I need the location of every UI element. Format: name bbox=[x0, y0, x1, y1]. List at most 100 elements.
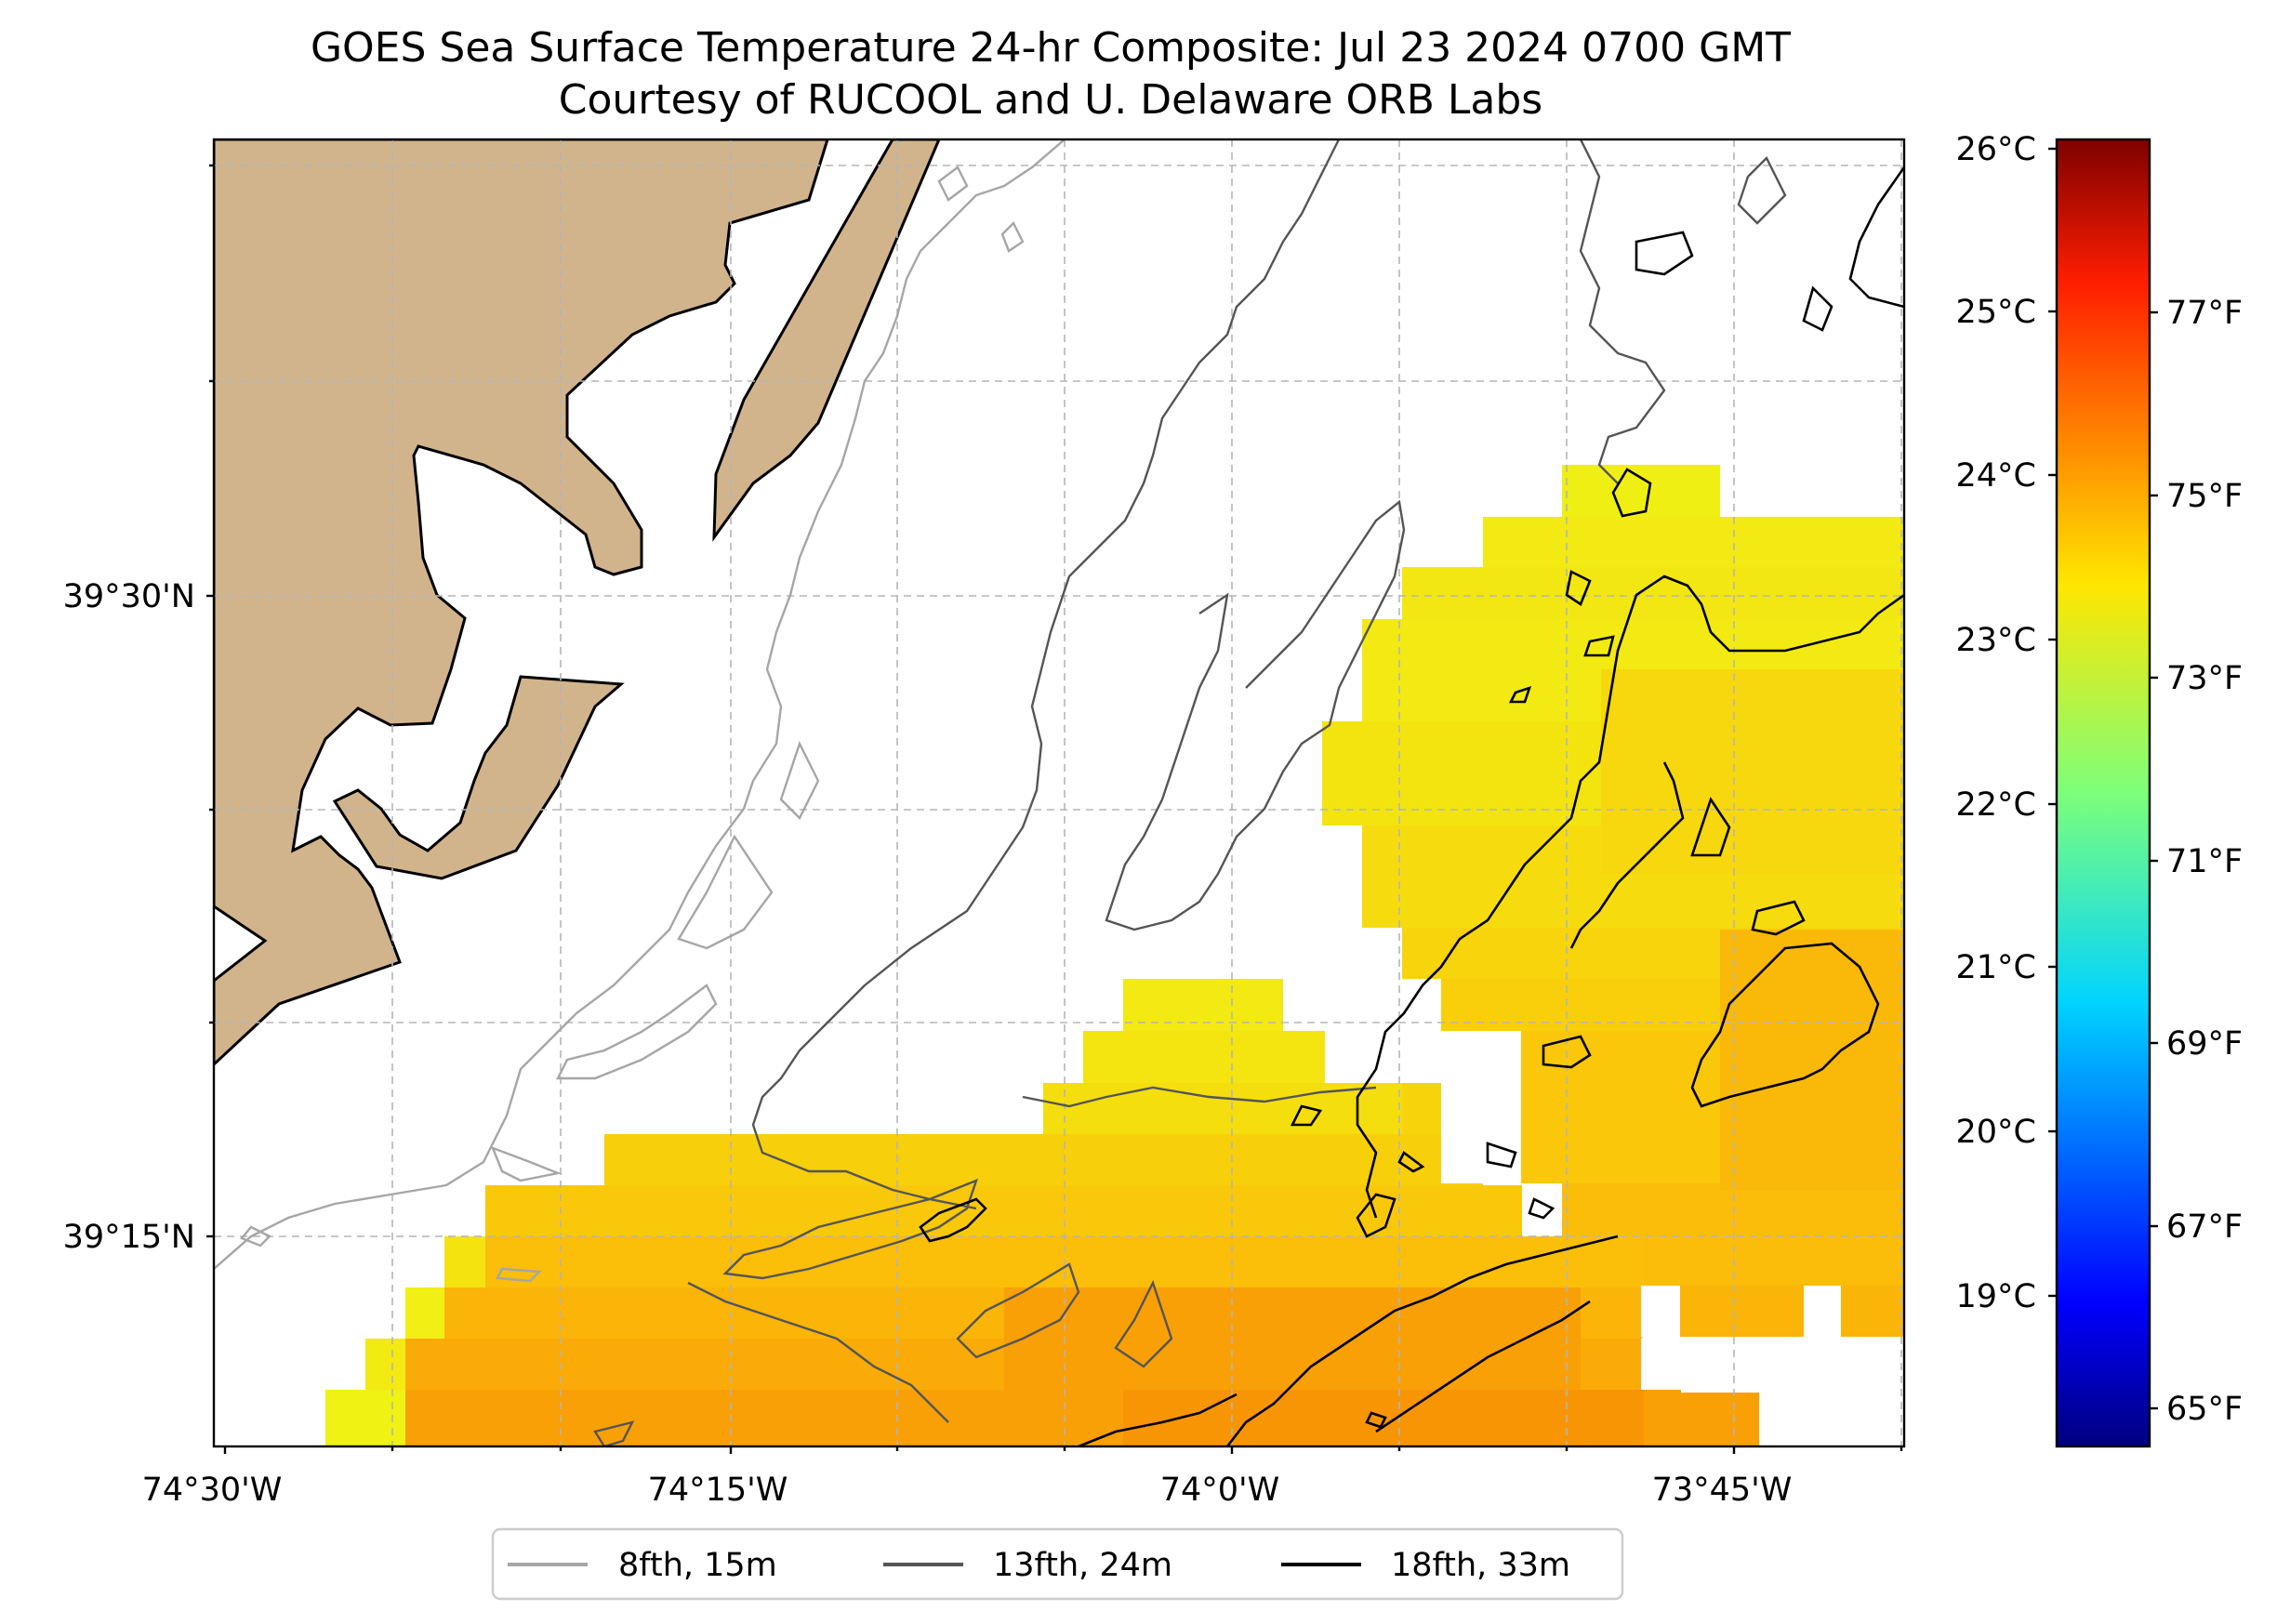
legend-label-8fth: 8fth, 15m bbox=[618, 1547, 777, 1584]
sst-nodata bbox=[1804, 1286, 1841, 1337]
cbar-f-label: 75°F bbox=[2166, 478, 2243, 515]
isobath-line bbox=[1225, 1235, 1619, 1446]
isobath-line bbox=[1022, 1086, 1377, 1108]
isobath-18fth bbox=[919, 166, 1904, 1446]
sst-nodata bbox=[1441, 1031, 1521, 1183]
legend-label-13fth: 13fth, 24m bbox=[993, 1547, 1172, 1584]
sst-cell bbox=[1483, 517, 1904, 573]
isobath-line bbox=[1583, 635, 1615, 657]
sst-nodata bbox=[1759, 1390, 1904, 1446]
isobath-line bbox=[496, 1267, 542, 1283]
cbar-f-label: 77°F bbox=[2166, 295, 2243, 332]
isobath-line bbox=[1365, 1411, 1387, 1429]
colorbar-c-ticks bbox=[2048, 147, 2057, 1298]
land bbox=[214, 139, 941, 1067]
sst-nodata bbox=[1641, 1286, 1680, 1337]
sst-nodata bbox=[1681, 1337, 1774, 1393]
sst-cell bbox=[444, 1236, 485, 1287]
gridlines bbox=[214, 139, 1904, 1446]
map-frame bbox=[212, 138, 1906, 1448]
cbar-f-label: 73°F bbox=[2166, 660, 2243, 697]
x-tick-label: 73°45'W bbox=[1652, 1472, 1793, 1509]
colorbar: 26°C 25°C 24°C 23°C 22°C 21°C 20°C 19°C … bbox=[1956, 131, 2243, 1448]
isobath-line bbox=[240, 1225, 272, 1248]
colorbar-f-ticks bbox=[2150, 310, 2158, 1410]
y-tick-label: 39°15'N bbox=[63, 1219, 195, 1256]
isobath-line bbox=[556, 984, 718, 1080]
isobath-line bbox=[1528, 1197, 1555, 1220]
sst-cell bbox=[1402, 1083, 1441, 1134]
cbar-f-label: 71°F bbox=[2166, 843, 2243, 880]
isobath-line bbox=[1737, 155, 1787, 225]
x-tick-label: 74°30'W bbox=[142, 1472, 283, 1509]
isobath-line bbox=[1690, 942, 1880, 1108]
isobath-line bbox=[1848, 166, 1904, 309]
y-tick-label: 39°30'N bbox=[63, 578, 195, 615]
isobath-line bbox=[1635, 231, 1694, 276]
isobath-line bbox=[1565, 570, 1592, 606]
isobath-line bbox=[1690, 797, 1731, 857]
x-axis bbox=[223, 1446, 1903, 1454]
sst-cell bbox=[1720, 930, 1904, 1190]
sst-cell bbox=[1841, 1286, 1904, 1337]
cbar-c-label: 26°C bbox=[1956, 131, 2036, 168]
isobath-line bbox=[1542, 1035, 1592, 1069]
map-area bbox=[214, 139, 1904, 1446]
sst-cell bbox=[1004, 1287, 1581, 1390]
isobath-line bbox=[593, 1420, 635, 1446]
legend-box bbox=[491, 1527, 1624, 1601]
land-mainland bbox=[214, 139, 829, 1067]
isobath-line bbox=[1579, 139, 1666, 484]
isobath-line bbox=[1611, 468, 1652, 518]
isobath-line bbox=[956, 1262, 1080, 1359]
isobath-line bbox=[687, 1281, 949, 1423]
cbar-f-label: 67°F bbox=[2166, 1208, 2243, 1246]
isobath-line bbox=[1000, 220, 1025, 253]
map-title: GOES Sea Surface Temperature 24-hr Compo… bbox=[311, 24, 1791, 72]
isobath-line bbox=[1508, 685, 1532, 704]
cbar-f-label: 65°F bbox=[2166, 1391, 2243, 1428]
sst-cell bbox=[485, 1185, 1522, 1236]
cbar-c-label: 19°C bbox=[1956, 1278, 2036, 1315]
isobath-line bbox=[1751, 900, 1806, 936]
sst-cell bbox=[365, 1339, 405, 1390]
sst-cell bbox=[1402, 567, 1904, 619]
map-subtitle: Courtesy of RUCOOL and U. Delaware ORB L… bbox=[559, 76, 1542, 124]
cbar-c-label: 20°C bbox=[1956, 1114, 2036, 1151]
isobath-line bbox=[1486, 1142, 1517, 1168]
cbar-c-label: 25°C bbox=[1956, 294, 2036, 331]
colorbar-gradient bbox=[2055, 138, 2151, 1448]
isobath-line bbox=[1356, 1193, 1397, 1238]
x-tick-label: 74°15'W bbox=[648, 1472, 788, 1509]
isobath-line bbox=[490, 1145, 563, 1182]
isobath-line bbox=[779, 740, 820, 821]
isobath-line bbox=[677, 834, 774, 950]
cbar-c-label: 24°C bbox=[1956, 457, 2036, 495]
isobath-line bbox=[1356, 574, 1904, 1219]
isobath-line bbox=[1078, 1393, 1238, 1446]
sst-cell bbox=[1083, 1031, 1325, 1083]
isobath-line bbox=[919, 1197, 987, 1243]
isobath-line bbox=[214, 139, 1066, 1270]
sst-cell bbox=[325, 1390, 405, 1446]
y-axis bbox=[206, 164, 214, 1238]
isobath-line bbox=[1802, 285, 1833, 332]
isobath-line bbox=[751, 139, 1341, 1210]
land-barrier-island bbox=[712, 139, 941, 542]
legend-label-18fth: 18fth, 33m bbox=[1391, 1547, 1570, 1584]
cbar-f-label: 69°F bbox=[2166, 1025, 2243, 1063]
x-tick-label: 74°0'W bbox=[1160, 1472, 1280, 1509]
cbar-c-label: 21°C bbox=[1956, 949, 2036, 986]
sst-cell bbox=[1601, 669, 1904, 874]
cbar-c-label: 22°C bbox=[1956, 786, 2036, 824]
cbar-c-label: 23°C bbox=[1956, 622, 2036, 659]
isobath-line bbox=[1569, 761, 1685, 949]
sst-cell bbox=[604, 1134, 1483, 1185]
isobath-line bbox=[1397, 1151, 1425, 1173]
isobath-line bbox=[1375, 1300, 1591, 1433]
isobath-line bbox=[1290, 1104, 1323, 1127]
legend: 8fth, 15m 13fth, 24m 18fth, 33m bbox=[491, 1527, 1624, 1601]
isobath-13fth bbox=[593, 139, 1787, 1446]
isobath-line bbox=[722, 1178, 978, 1280]
isobath-line bbox=[1105, 499, 1406, 931]
